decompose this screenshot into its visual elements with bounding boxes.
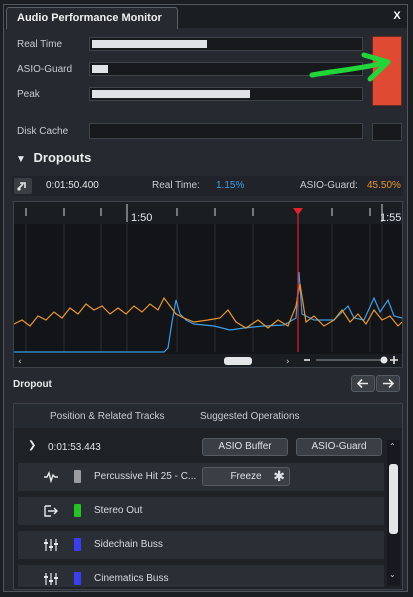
dropout-list: Position & Related Tracks Suggested Oper… <box>13 403 403 590</box>
zoom-in-icon[interactable] <box>390 356 398 364</box>
asio-guard-stat-label: ASIO-Guard: <box>300 180 358 191</box>
dropout-graph[interactable]: 1:50 1:55 ‹ › <box>13 201 403 368</box>
dropout-entry-time: 0:01:53.443 <box>48 442 101 453</box>
next-dropout-button[interactable] <box>376 375 400 392</box>
list-header <box>14 404 402 428</box>
previous-dropout-button[interactable] <box>351 375 375 392</box>
playhead-marker-icon[interactable] <box>293 208 303 215</box>
graph-bottom-bar <box>14 354 402 367</box>
asio-buffer-button[interactable]: ASIO Buffer <box>202 438 288 456</box>
horizontal-scroll-thumb[interactable] <box>224 357 252 365</box>
track-color-chip <box>74 470 81 483</box>
close-button[interactable]: X <box>393 10 401 22</box>
vertical-scroll-thumb[interactable] <box>389 464 398 534</box>
dropout-list-heading: Dropout <box>13 379 52 390</box>
dropout-time: 0:01:50.400 <box>46 180 99 191</box>
peak-meter <box>89 87 363 101</box>
list-item[interactable]: Percussive Hit 25 - C... Freeze ✱ <box>18 463 384 491</box>
scroll-left-icon[interactable]: ‹ <box>18 357 22 367</box>
dropout-info-bar <box>12 176 403 196</box>
locate-button[interactable] <box>14 178 32 194</box>
list-item[interactable]: Sidechain Buss <box>18 531 384 559</box>
dropouts-heading[interactable]: ▼ Dropouts <box>16 150 91 165</box>
disk-cache-label: Disk Cache <box>17 126 69 137</box>
scroll-down-icon[interactable]: ⌄ <box>389 570 396 579</box>
track-color-chip <box>74 504 81 517</box>
dropouts-title: Dropouts <box>33 150 92 165</box>
column-operations-header[interactable]: Suggested Operations <box>200 411 300 422</box>
timeline-ruler[interactable] <box>14 202 402 224</box>
scroll-up-icon[interactable]: ⌃ <box>389 442 396 451</box>
disk-cache-meter <box>89 123 363 139</box>
track-name: Stereo Out <box>94 505 143 516</box>
disk-cache-indicator[interactable] <box>372 123 402 141</box>
real-time-meter-fill <box>92 40 207 48</box>
audio-wave-icon <box>44 471 58 483</box>
column-position-header[interactable]: Position & Related Tracks <box>50 411 165 422</box>
real-time-series <box>14 283 402 329</box>
mixer-icon <box>44 573 58 585</box>
overload-indicator[interactable] <box>372 36 402 106</box>
locate-icon <box>17 182 26 191</box>
freeze-button[interactable]: Freeze ✱ <box>202 467 290 486</box>
track-color-chip <box>74 538 81 551</box>
track-name: Sidechain Buss <box>94 539 163 550</box>
track-name: Percussive Hit 25 - C... <box>94 471 197 482</box>
peak-label: Peak <box>17 89 40 100</box>
track-color-chip <box>74 572 81 585</box>
snowflake-icon: ✱ <box>273 468 285 484</box>
peak-meter-fill <box>92 90 250 98</box>
freeze-label: Freeze <box>230 471 262 482</box>
asio-guard-stat-value: 45.50% <box>367 180 401 191</box>
output-icon <box>44 505 58 517</box>
timeline-marker-1: 1:50 <box>131 212 152 224</box>
scroll-right-icon[interactable]: › <box>286 357 290 367</box>
window-title: Audio Performance Monitor <box>6 7 178 29</box>
real-time-meter <box>89 37 363 51</box>
performance-monitor-window: Audio Performance Monitor X Real Time AS… <box>3 4 408 592</box>
real-time-label: Real Time <box>17 39 63 50</box>
arrow-left-icon <box>356 378 368 389</box>
arrow-right-icon <box>383 378 395 389</box>
vertical-scrollbar[interactable]: ⌃ ⌄ <box>387 440 400 586</box>
real-time-stat-value: 1.15% <box>216 180 245 191</box>
mixer-icon <box>44 539 58 551</box>
asio-guard-meter-fill <box>92 65 108 73</box>
real-time-stat-label: Real Time: <box>152 180 200 191</box>
track-name: Cinematics Buss <box>94 573 169 584</box>
expand-chevron-icon[interactable]: ❯ <box>28 440 37 451</box>
list-item[interactable]: Stereo Out <box>18 497 384 525</box>
asio-guard-button[interactable]: ASIO-Guard <box>296 438 382 456</box>
annotation-arrow-icon <box>309 52 391 82</box>
list-item[interactable]: Cinematics Buss <box>18 565 384 587</box>
timeline-marker-2: 1:55 <box>380 212 401 224</box>
zoom-slider-handle[interactable] <box>380 356 388 364</box>
title-bar: Audio Performance Monitor X <box>4 5 407 29</box>
collapse-triangle-icon[interactable]: ▼ <box>16 154 26 165</box>
asio-guard-label: ASIO-Guard <box>17 64 73 75</box>
